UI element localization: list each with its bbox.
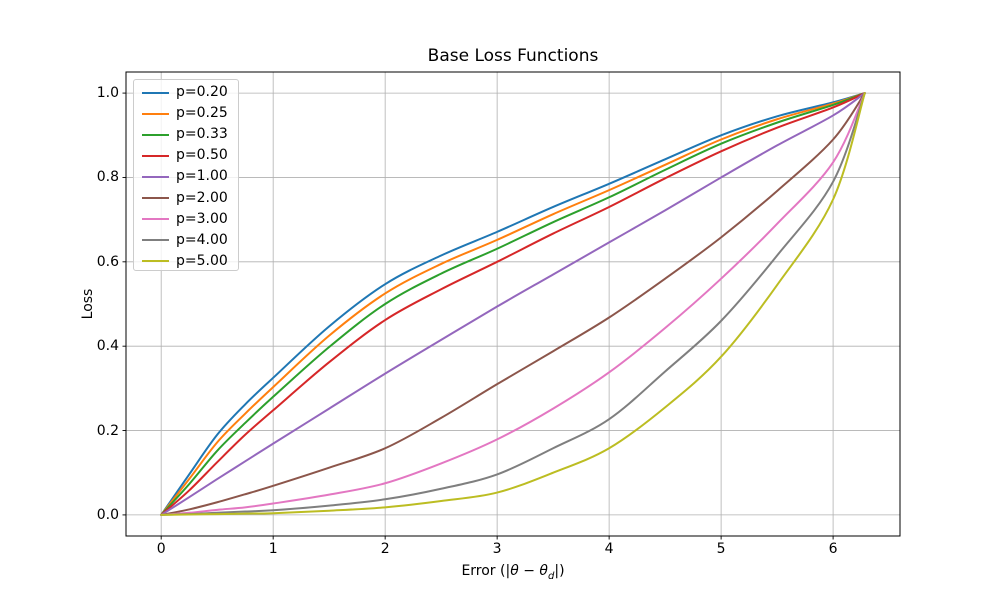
- legend-item: p=0.33: [134, 124, 238, 145]
- legend-line-swatch: [142, 239, 169, 242]
- x-axis-label: Error (|θ − θd|): [126, 563, 900, 582]
- x-tick-label: 4: [604, 541, 614, 557]
- legend-line-swatch: [142, 112, 169, 115]
- y-tick-label: 1.0: [96, 85, 119, 102]
- legend-item: p=3.00: [134, 209, 238, 230]
- y-tick-label: 0.4: [96, 338, 119, 355]
- legend-line-swatch: [142, 154, 169, 157]
- legend-label: p=0.33: [176, 126, 228, 143]
- legend-label: p=4.00: [176, 231, 228, 248]
- curve-p=2.00: [160, 92, 866, 516]
- legend-line-swatch: [142, 260, 169, 263]
- tick-marks: [122, 92, 834, 540]
- legend-line-swatch: [142, 218, 169, 221]
- x-axis-label-part: Error (|: [461, 563, 511, 579]
- curve-p=3.00: [160, 92, 866, 516]
- legend-label: p=0.25: [176, 105, 228, 122]
- curves: [160, 92, 866, 516]
- x-axis-label-subscript: d: [548, 570, 555, 582]
- x-tick-label: 0: [156, 541, 166, 557]
- legend-label: p=5.00: [176, 252, 228, 269]
- curve-p=0.20: [160, 92, 866, 516]
- legend: p=0.20 p=0.25 p=0.33 p=0.50 p=1.00 p=2.00 p=3.…: [133, 79, 239, 271]
- y-tick-label: 0.6: [96, 253, 119, 270]
- legend-item: p=4.00: [134, 230, 238, 251]
- curve-p=0.25: [160, 92, 866, 516]
- curve-p=0.33: [160, 92, 866, 516]
- curve-p=4.00: [160, 92, 866, 516]
- legend-item: p=0.20: [134, 82, 238, 103]
- legend-label: p=1.00: [176, 168, 228, 185]
- legend-item: p=1.00: [134, 166, 238, 187]
- legend-line-swatch: [142, 133, 169, 136]
- legend-item: p=0.50: [134, 145, 238, 166]
- curve-p=1.00: [160, 92, 866, 516]
- x-tick-label: 6: [828, 541, 838, 557]
- axes-spines: [125, 71, 901, 537]
- x-axis-label-part: |): [554, 563, 565, 579]
- x-axis-label-part: −: [518, 563, 540, 579]
- legend-label: p=2.00: [176, 189, 228, 206]
- x-tick-label: 5: [716, 541, 726, 557]
- y-tick-label: 0.8: [96, 169, 119, 186]
- curve-p=0.50: [160, 92, 866, 516]
- curve-p=5.00: [160, 92, 866, 516]
- x-tick-label: 1: [268, 541, 278, 557]
- y-tick-label: 0.0: [96, 506, 119, 523]
- x-axis-label-part: θ: [539, 563, 548, 579]
- legend-item: p=2.00: [134, 187, 238, 208]
- y-tick-label: 0.2: [96, 422, 119, 439]
- legend-line-swatch: [142, 91, 169, 94]
- x-tick-label: 2: [380, 541, 390, 557]
- x-axis-label-part: θ: [510, 563, 519, 579]
- x-tick-label: 3: [492, 541, 502, 557]
- legend-label: p=0.50: [176, 147, 228, 164]
- legend-label: p=0.20: [176, 84, 228, 101]
- legend-item: p=5.00: [134, 251, 238, 272]
- y-axis-label: Loss: [80, 288, 96, 320]
- chart-title: Base Loss Functions: [427, 46, 599, 66]
- legend-line-swatch: [142, 175, 169, 178]
- legend-line-swatch: [142, 197, 169, 200]
- legend-label: p=3.00: [176, 210, 228, 227]
- legend-item: p=0.25: [134, 103, 238, 124]
